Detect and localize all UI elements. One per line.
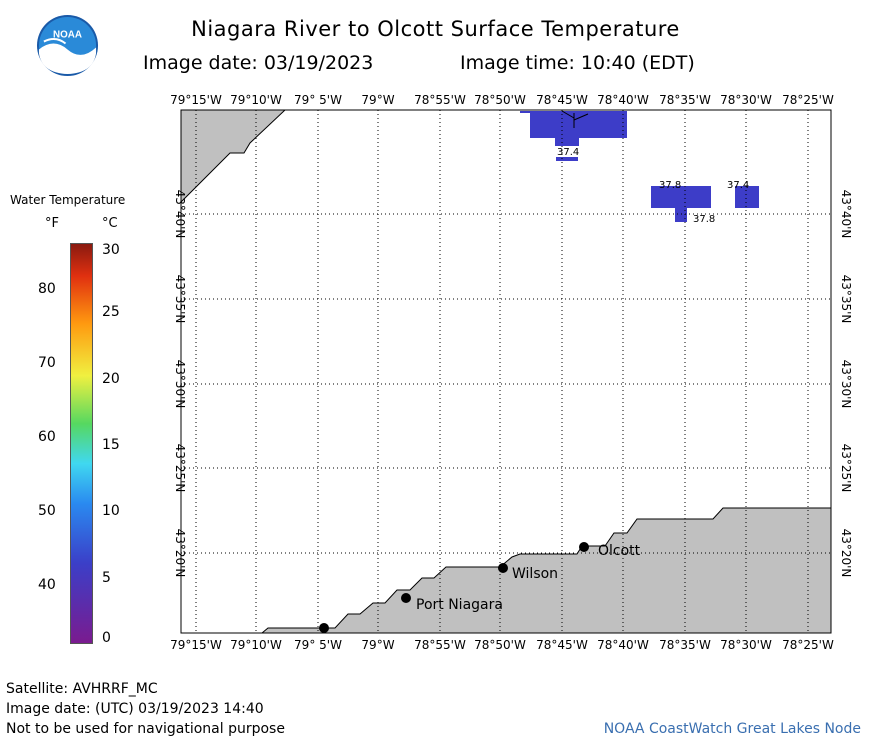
place-label: Olcott — [598, 543, 641, 559]
legend-c-tick: 10 — [102, 503, 120, 519]
lon-tick-label-top: 78°25'W — [782, 93, 834, 107]
lat-tick-label-left: 43°35'N — [173, 275, 187, 324]
lon-tick-label-top: 79°15'W — [170, 93, 222, 107]
water-patch — [520, 111, 530, 113]
land-ontario — [180, 109, 287, 204]
lat-tick-label-right: 43°30'N — [839, 360, 853, 409]
legend-f-tick: 80 — [38, 281, 56, 297]
place-marker-unnamed — [319, 623, 329, 633]
lon-tick-label-bottom: 78°25'W — [782, 638, 834, 652]
lat-tick-label-left: 43°20'N — [173, 529, 187, 578]
footer-satellite: Satellite: AVHRRF_MC — [6, 681, 158, 697]
temp-label: 37.4 — [727, 180, 749, 191]
lon-tick-label-bottom: 78°50'W — [474, 638, 526, 652]
footer-disclaimer: Not to be used for navigational purpose — [6, 721, 285, 737]
map-frame — [180, 109, 832, 634]
lon-tick-label-top: 79°W — [361, 93, 394, 107]
lat-tick-label-left: 43°30'N — [173, 360, 187, 409]
noaa-logo-icon: NOAA — [36, 14, 99, 77]
legend-c-tick: 20 — [102, 371, 120, 387]
legend-f-tick: 40 — [38, 577, 56, 593]
lon-tick-label-bottom: 79°15'W — [170, 638, 222, 652]
legend-f-tick: 60 — [38, 429, 56, 445]
place-label: Wilson — [512, 566, 558, 582]
svg-text:NOAA: NOAA — [53, 30, 82, 41]
image-date-label: Image date: 03/19/2023 — [143, 52, 374, 74]
footer-image-date-utc: Image date: (UTC) 03/19/2023 14:40 — [6, 701, 264, 717]
image-time-label: Image time: 10:40 (EDT) — [460, 52, 695, 74]
lat-tick-label-right: 43°35'N — [839, 275, 853, 324]
lon-tick-label-top: 79°10'W — [230, 93, 282, 107]
lon-tick-label-top: 78°35'W — [659, 93, 711, 107]
legend-unit-f: °F — [45, 216, 59, 231]
water-temperature-patches — [520, 111, 759, 222]
lat-tick-label-right: 43°25'N — [839, 444, 853, 493]
lon-tick-label-bottom: 79° 5'W — [294, 638, 342, 652]
lon-tick-label-top: 78°30'W — [720, 93, 772, 107]
footer-credit: NOAA CoastWatch Great Lakes Node — [603, 721, 861, 737]
temp-label: 37.4 — [557, 147, 579, 158]
legend-f-tick: 70 — [38, 355, 56, 371]
lon-tick-label-bottom: 78°30'W — [720, 638, 772, 652]
lon-tick-label-top: 78°55'W — [414, 93, 466, 107]
temperature-colorbar — [70, 243, 93, 644]
legend-c-tick: 25 — [102, 304, 120, 320]
legend-c-tick: 15 — [102, 437, 120, 453]
lon-tick-label-bottom: 79°10'W — [230, 638, 282, 652]
lon-tick-label-top: 78°50'W — [474, 93, 526, 107]
place-marker-port-niagara — [401, 593, 411, 603]
lat-tick-label-right: 43°40'N — [839, 190, 853, 239]
lon-tick-label-bottom: 78°35'W — [659, 638, 711, 652]
water-patch — [735, 186, 759, 208]
lat-tick-label-left: 43°25'N — [173, 444, 187, 493]
water-patch — [675, 208, 687, 222]
lon-tick-label-top: 79° 5'W — [294, 93, 342, 107]
lat-tick-label-right: 43°20'N — [839, 529, 853, 578]
legend-f-tick: 50 — [38, 503, 56, 519]
water-patch — [530, 111, 627, 138]
lon-tick-label-top: 78°45'W — [536, 93, 588, 107]
lon-tick-label-bottom: 78°55'W — [414, 638, 466, 652]
lon-tick-label-top: 78°40'W — [597, 93, 649, 107]
place-marker-olcott — [579, 542, 589, 552]
legend-title: Water Temperature — [10, 193, 126, 207]
place-label: Port Niagara — [416, 597, 503, 613]
grid-lines — [181, 110, 831, 633]
temp-label: 37.8 — [693, 214, 715, 225]
lon-tick-label-bottom: 78°45'W — [536, 638, 588, 652]
temp-label: 37.8 — [659, 180, 681, 191]
lon-tick-label-bottom: 79°W — [361, 638, 394, 652]
map-title: Niagara River to Olcott Surface Temperat… — [191, 17, 680, 41]
legend-c-tick: 0 — [102, 630, 111, 646]
legend-unit-c: °C — [102, 216, 118, 231]
legend-c-tick: 30 — [102, 242, 120, 258]
water-patch — [651, 186, 711, 208]
water-patch — [555, 138, 579, 146]
legend-c-tick: 5 — [102, 570, 111, 586]
water-patch — [556, 157, 578, 161]
lon-tick-label-bottom: 78°40'W — [597, 638, 649, 652]
place-marker-wilson — [498, 563, 508, 573]
lat-tick-label-left: 43°40'N — [173, 190, 187, 239]
